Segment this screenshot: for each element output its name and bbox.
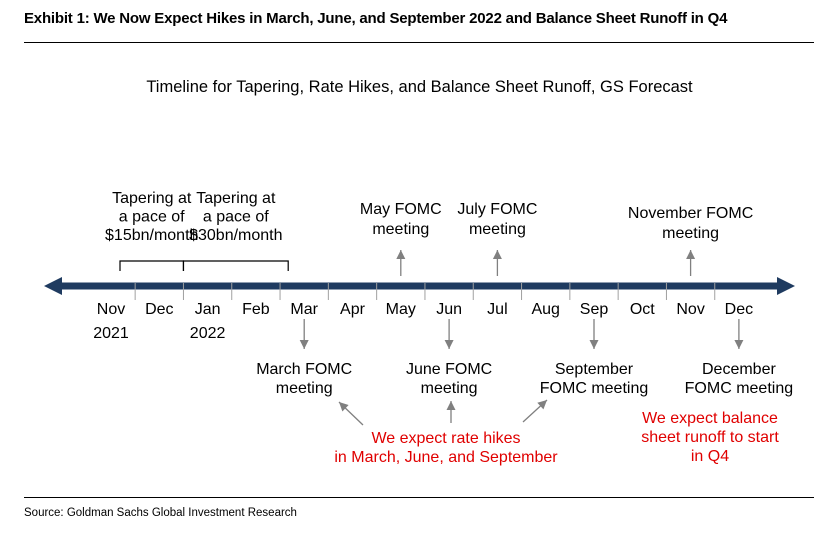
- rate-hike-note-line: We expect rate hikes: [371, 430, 520, 447]
- fomc-above-label-line: July FOMC: [457, 201, 537, 218]
- runoff-note-line: sheet runoff to start: [641, 429, 779, 446]
- tapering-bracket: [119, 260, 185, 271]
- fomc-above-label-line: meeting: [469, 221, 526, 238]
- month-label: Nov: [676, 301, 704, 318]
- tapering-label-line: a pace of: [203, 209, 269, 226]
- month-label: Jun: [436, 301, 462, 318]
- year-label: 2022: [190, 325, 226, 342]
- month-label: Dec: [145, 301, 173, 318]
- fomc-below-label-line: FOMC meeting: [540, 380, 648, 397]
- rate-hike-arrow-head: [339, 402, 349, 412]
- fomc-below-arrow-head: [299, 340, 309, 349]
- year-label: 2021: [93, 325, 129, 342]
- tapering-label-line: $30bn/month: [189, 227, 282, 244]
- month-label: Sep: [580, 301, 609, 318]
- month-label: Mar: [290, 301, 318, 318]
- timeline-right-arrowhead: [777, 277, 795, 295]
- month-label: Feb: [242, 301, 270, 318]
- month-label: Nov: [97, 301, 125, 318]
- exhibit-title: Exhibit 1: We Now Expect Hikes in March,…: [24, 10, 728, 27]
- fomc-above-arrow-head: [492, 250, 502, 259]
- month-label: Oct: [630, 301, 655, 318]
- timeline-left-arrowhead: [44, 277, 62, 295]
- fomc-below-label-line: December: [702, 361, 776, 378]
- tapering-label-line: $15bn/month: [105, 227, 198, 244]
- bottom-rule: [24, 497, 814, 498]
- month-label: Jul: [487, 301, 507, 318]
- month-label: May: [386, 301, 416, 318]
- fomc-below-arrow-head: [589, 340, 599, 349]
- tapering-label-line: a pace of: [119, 209, 185, 226]
- rate-hike-arrow-head: [446, 401, 456, 410]
- runoff-note-line: in Q4: [691, 448, 729, 465]
- fomc-below-arrow-head: [734, 340, 744, 349]
- rate-hike-note-line: in March, June, and September: [334, 449, 558, 466]
- month-label: Jan: [195, 301, 221, 318]
- rate-hike-arrow-head: [537, 400, 547, 410]
- fomc-above-label-line: meeting: [372, 221, 429, 238]
- fomc-below-label-line: March FOMC: [256, 361, 352, 378]
- fomc-above-arrow-head: [396, 250, 406, 259]
- fomc-below-label-line: meeting: [421, 380, 478, 397]
- fomc-above-label-line: meeting: [662, 225, 719, 242]
- runoff-note-line: We expect balance: [642, 410, 778, 427]
- fomc-below-label-line: September: [555, 361, 634, 378]
- tapering-bracket: [182, 260, 289, 271]
- source-note: Source: Goldman Sachs Global Investment …: [24, 507, 297, 519]
- fomc-above-arrow-head: [686, 250, 696, 259]
- timeline-bar: [58, 282, 782, 290]
- month-label: Apr: [340, 301, 366, 318]
- fomc-below-arrow-head: [444, 340, 454, 349]
- chart-subtitle: Timeline for Tapering, Rate Hikes, and B…: [146, 78, 693, 96]
- fomc-below-label-line: June FOMC: [406, 361, 492, 378]
- month-label: Dec: [725, 301, 753, 318]
- month-label: Aug: [531, 301, 559, 318]
- tapering-label-line: Tapering at: [196, 190, 276, 207]
- top-rule: [24, 42, 814, 43]
- tapering-label-line: Tapering at: [112, 190, 192, 207]
- fomc-below-label-line: meeting: [276, 380, 333, 397]
- fomc-above-label-line: November FOMC: [628, 205, 753, 222]
- fomc-above-label-line: May FOMC: [360, 201, 442, 218]
- fomc-below-label-line: FOMC meeting: [685, 380, 793, 397]
